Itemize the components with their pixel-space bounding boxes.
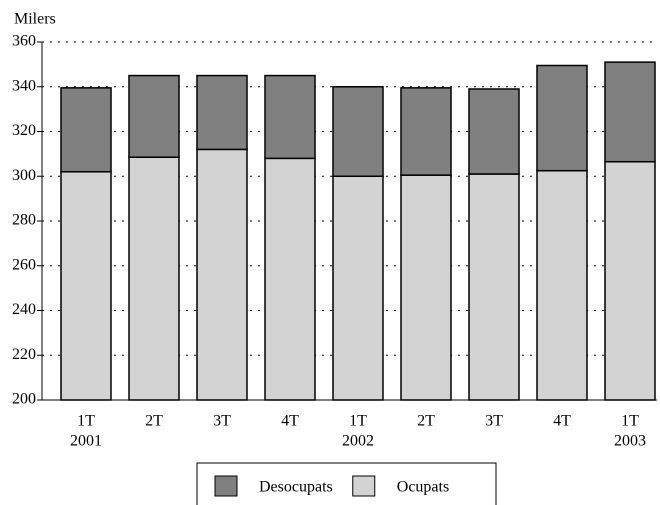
bar-segment	[468, 173, 520, 401]
x-tick-label: 1T	[621, 413, 639, 430]
x-tick-label: 1T	[77, 413, 95, 430]
bar-segment	[196, 148, 248, 401]
bar-segment	[196, 74, 248, 151]
legend-label: Desocupats	[259, 479, 333, 496]
bar-segment	[536, 64, 588, 172]
y-tick-label: 280	[12, 212, 36, 229]
x-tick-label: 3T	[485, 413, 503, 430]
bar-segment	[400, 87, 452, 176]
y-tick-label: 220	[12, 346, 36, 363]
legend-swatch	[214, 475, 238, 497]
bar-segment	[604, 61, 656, 163]
bar-segment	[60, 171, 112, 401]
bar-segment	[468, 88, 520, 175]
x-tick-label: 4T	[281, 413, 299, 430]
bar-segment	[400, 174, 452, 401]
x-tick-label-year: 2003	[614, 433, 646, 450]
bar-segment	[332, 86, 384, 177]
y-tick-label: 360	[12, 33, 36, 50]
x-tick-label-year: 2002	[342, 433, 374, 450]
x-tick-label: 3T	[213, 413, 231, 430]
bar-segment	[604, 160, 656, 401]
x-tick-label-year: 2001	[70, 433, 102, 450]
y-axis-label: Milers	[14, 11, 56, 28]
x-tick-label: 2T	[417, 413, 435, 430]
bar-segment	[128, 74, 180, 158]
bar-segment	[128, 156, 180, 401]
y-tick-label: 300	[12, 167, 36, 184]
y-tick-label: 200	[12, 391, 36, 408]
x-tick-label: 2T	[145, 413, 163, 430]
bar-segment	[264, 74, 316, 160]
y-tick-label: 260	[12, 256, 36, 273]
x-tick-label: 4T	[553, 413, 571, 430]
legend-label: Ocupats	[397, 479, 449, 496]
bar-segment	[536, 169, 588, 401]
legend-box	[196, 462, 497, 505]
bar-segment	[332, 175, 384, 401]
legend-swatch	[352, 475, 376, 497]
y-tick-label: 240	[12, 301, 36, 318]
y-tick-label: 340	[12, 77, 36, 94]
x-tick-label: 1T	[349, 413, 367, 430]
bar-segment	[264, 157, 316, 401]
y-tick-label: 320	[12, 122, 36, 139]
bar-segment	[60, 87, 112, 173]
legend	[196, 462, 497, 505]
